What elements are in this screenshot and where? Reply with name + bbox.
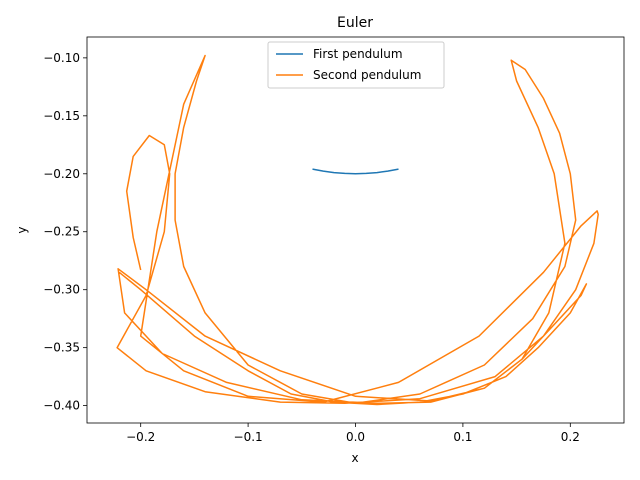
y-tick-label: −0.25 — [43, 225, 80, 239]
y-tick-label: −0.40 — [43, 399, 80, 413]
y-axis-label: y — [15, 226, 29, 233]
y-tick-label: −0.30 — [43, 283, 80, 297]
plot-area — [87, 37, 624, 423]
legend-label-second-pendulum: Second pendulum — [313, 68, 421, 82]
x-axis-label: x — [351, 451, 358, 465]
y-axis: −0.10 −0.15 −0.20 −0.25 −0.30 −0.35 −0.40 — [43, 51, 87, 413]
y-tick-label: −0.20 — [43, 167, 80, 181]
plot-frame — [86, 36, 625, 424]
x-axis: −0.2 −0.1 0.0 0.1 0.2 — [126, 423, 580, 444]
x-tick-label: −0.1 — [234, 430, 263, 444]
series-layer — [116, 54, 599, 406]
series-line-first-pendulum — [312, 168, 399, 175]
y-tick-label: −0.35 — [43, 341, 80, 355]
y-tick-label: −0.10 — [43, 51, 80, 65]
series-line-second-pendulum — [116, 54, 599, 406]
x-tick-label: 0.2 — [561, 430, 580, 444]
x-tick-label: 0.0 — [346, 430, 365, 444]
y-tick-label: −0.15 — [43, 109, 80, 123]
plot-background — [87, 37, 624, 423]
legend-box — [267, 41, 445, 89]
legend: First pendulum Second pendulum — [267, 41, 445, 89]
chart-title: Euler — [337, 15, 373, 31]
legend-label-first-pendulum: First pendulum — [313, 47, 403, 61]
x-tick-label: −0.2 — [126, 430, 155, 444]
x-tick-label: 0.1 — [453, 430, 472, 444]
